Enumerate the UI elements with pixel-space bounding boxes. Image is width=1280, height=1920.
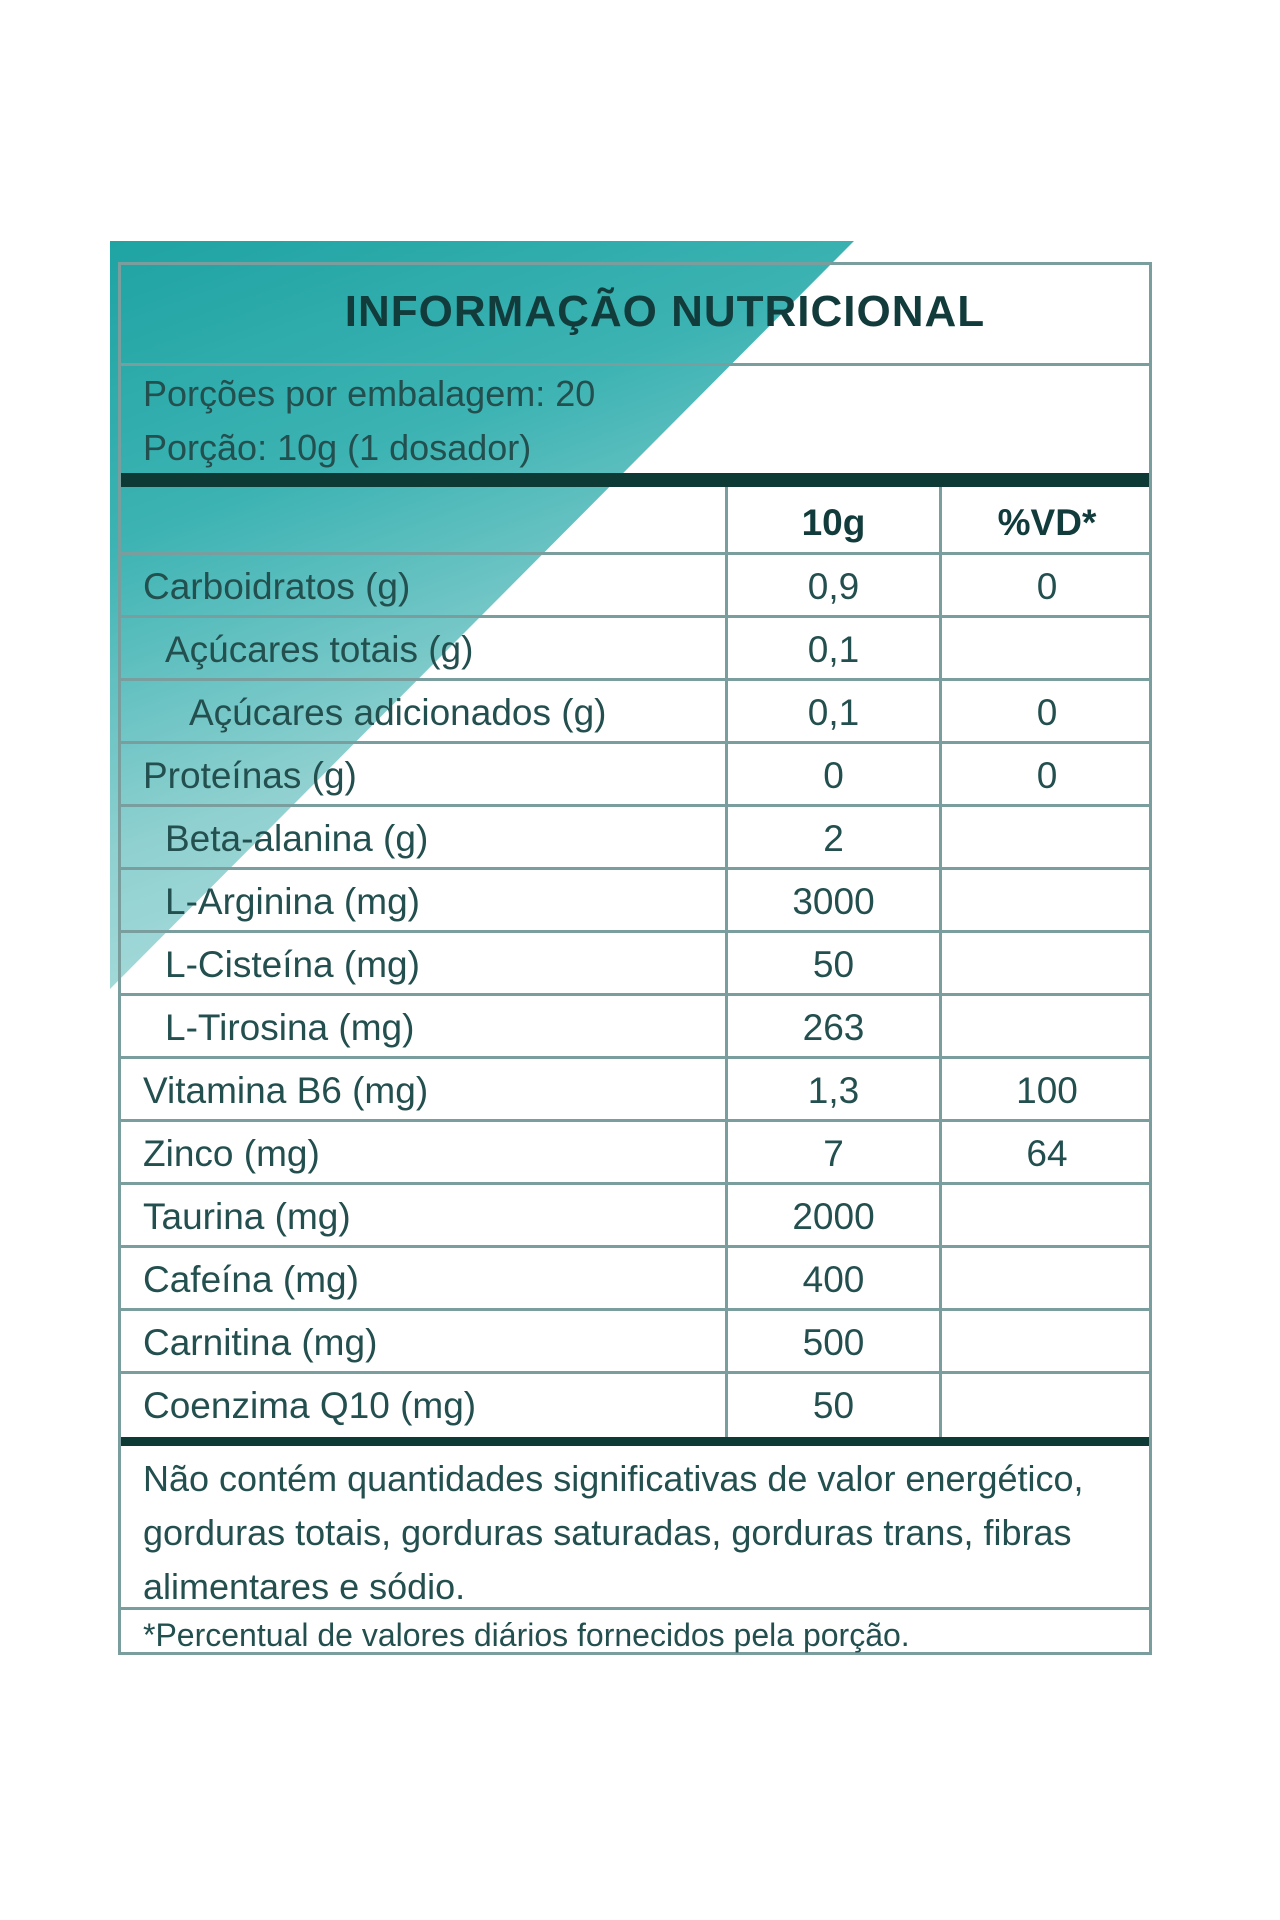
- nutrient-amount: 0,1: [807, 629, 860, 670]
- nutrient-dv: 0: [1036, 755, 1058, 796]
- row-divider: [121, 1308, 1149, 1311]
- nutrient-name: Proteínas (g): [143, 755, 357, 796]
- table-row: Açúcares adicionados (g) 0,1 0: [121, 681, 1149, 744]
- nutrient-dv: 0: [1036, 566, 1058, 607]
- nutrient-name: L-Cisteína (mg): [165, 944, 420, 985]
- row-divider: [121, 1371, 1149, 1374]
- nutrient-amount: 263: [802, 1007, 865, 1048]
- table-row: Zinco (mg) 7 64: [121, 1122, 1149, 1185]
- header-dv: %VD*: [997, 502, 1097, 543]
- nutrient-name: Beta-alanina (g): [165, 818, 429, 859]
- nutrient-amount: 50: [812, 1385, 855, 1426]
- nutrient-name: L-Tirosina (mg): [165, 1007, 415, 1048]
- row-divider: [121, 1182, 1149, 1185]
- table-row: Carboidratos (g) 0,9 0: [121, 555, 1149, 618]
- nutrient-name: Zinco (mg): [143, 1133, 320, 1174]
- nutrient-name: Coenzima Q10 (mg): [143, 1385, 477, 1426]
- servings-per-package: Porções por embalagem: 20: [143, 373, 596, 414]
- nutrient-name: Açúcares adicionados (g): [189, 692, 607, 733]
- serving-size: Porção: 10g (1 dosador): [143, 427, 532, 468]
- nutrient-name: Taurina (mg): [143, 1196, 351, 1237]
- row-divider: [121, 678, 1149, 681]
- nutrient-name: Açúcares totais (g): [165, 629, 474, 670]
- nutrient-name: Carboidratos (g): [143, 566, 411, 607]
- footnote: Não contém quantidades significativas de…: [143, 1458, 1084, 1607]
- column-divider: [939, 487, 942, 1440]
- serving-info: Porções por embalagem: 20 Porção: 10g (1…: [143, 367, 595, 475]
- header-amount: 10g: [801, 502, 866, 543]
- nutrient-amount: 500: [802, 1322, 865, 1363]
- table-row: Açúcares totais (g) 0,1: [121, 618, 1149, 681]
- nutrient-amount: 1,3: [807, 1070, 860, 1111]
- thick-rule: [121, 1437, 1149, 1446]
- dv-note: *Percentual de valores diários fornecido…: [143, 1617, 910, 1653]
- nutrition-facts-table: INFORMAÇÃO NUTRICIONAL Porções por embal…: [118, 262, 1152, 1655]
- table-row: Coenzima Q10 (mg) 50: [121, 1374, 1149, 1437]
- nutrient-dv: 0: [1036, 692, 1058, 733]
- row-divider: [121, 804, 1149, 807]
- row-divider: [121, 867, 1149, 870]
- nutrient-dv: 64: [1026, 1133, 1068, 1174]
- table-row: Taurina (mg) 2000: [121, 1185, 1149, 1248]
- table-row: L-Tirosina (mg) 263: [121, 996, 1149, 1059]
- nutrient-amount: 0: [823, 755, 844, 796]
- row-divider: [121, 1245, 1149, 1248]
- header-row: 10g %VD*: [121, 491, 1149, 554]
- row-divider: [121, 741, 1149, 744]
- nutrient-amount: 3000: [792, 881, 875, 922]
- nutrient-amount: 400: [802, 1259, 865, 1300]
- table-row: Cafeína (mg) 400: [121, 1248, 1149, 1311]
- nutrient-name: Vitamina B6 (mg): [143, 1070, 429, 1111]
- table-row: Beta-alanina (g) 2: [121, 807, 1149, 870]
- thick-rule: [121, 473, 1149, 487]
- nutrient-name: Cafeína (mg): [143, 1259, 359, 1300]
- nutrient-name: Carnitina (mg): [143, 1322, 378, 1363]
- divider: [121, 1607, 1149, 1610]
- row-divider: [121, 1056, 1149, 1059]
- divider: [121, 363, 1149, 366]
- row-divider: [121, 552, 1149, 555]
- row-divider: [121, 993, 1149, 996]
- nutrient-dv: 100: [1016, 1070, 1078, 1111]
- table-row: L-Arginina (mg) 3000: [121, 870, 1149, 933]
- nutrient-amount: 7: [823, 1133, 844, 1174]
- table-row: Vitamina B6 (mg) 1,3 100: [121, 1059, 1149, 1122]
- table-row: Carnitina (mg) 500: [121, 1311, 1149, 1374]
- nutrient-amount: 2: [823, 818, 844, 859]
- table-row: Proteínas (g) 0 0: [121, 744, 1149, 807]
- row-divider: [121, 930, 1149, 933]
- nutrient-amount: 50: [812, 944, 855, 985]
- row-divider: [121, 1119, 1149, 1122]
- nutrient-amount: 0,9: [807, 566, 860, 607]
- table-title: INFORMAÇÃO NUTRICIONAL: [344, 287, 986, 336]
- nutrient-amount: 2000: [792, 1196, 875, 1237]
- nutrient-amount: 0,1: [807, 692, 860, 733]
- column-divider: [725, 487, 728, 1440]
- nutrient-name: L-Arginina (mg): [165, 881, 420, 922]
- row-divider: [121, 615, 1149, 618]
- table-row: L-Cisteína (mg) 50: [121, 933, 1149, 996]
